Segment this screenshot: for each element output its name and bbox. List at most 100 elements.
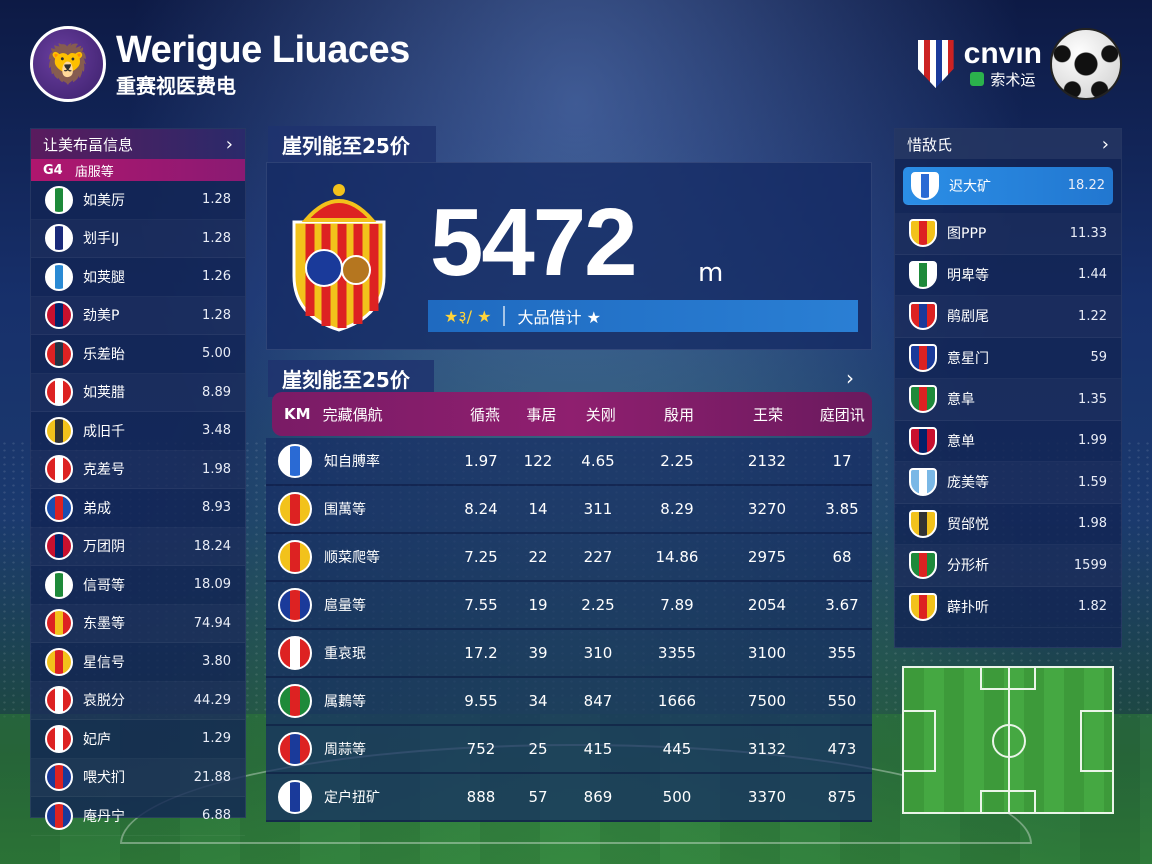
table-row[interactable]: 属鶈等 9.55 34 847 1666 7500 550: [266, 678, 872, 726]
mini-pitch-diagram[interactable]: [902, 666, 1114, 814]
table-row[interactable]: 顺菜爬等 7.25 22 227 14.86 2975 68: [266, 534, 872, 582]
french-flag-icon: [909, 343, 937, 372]
column-header-4[interactable]: 殷用: [663, 405, 694, 424]
chevron-right-icon[interactable]: ›: [846, 366, 854, 390]
team-value: 1.44: [1078, 267, 1107, 283]
table-cell: 888: [466, 788, 496, 806]
team-name: 信哥等: [83, 577, 125, 594]
table-row[interactable]: 知自膊率 1.97 122 4.65 2.25 2132 17: [266, 438, 872, 486]
team-row[interactable]: 如美厉 1.28: [31, 181, 245, 220]
table-cell: 14.86: [655, 548, 699, 566]
table-row[interactable]: 扈量等 7.55 19 2.25 7.89 2054 3.67: [266, 582, 872, 630]
club-crest-icon: [292, 184, 386, 332]
rank-bar[interactable]: ★३/ ★ 大品借计 ★: [428, 300, 858, 332]
team-name: 薜扑听: [947, 599, 989, 616]
red-star-icon: [45, 609, 73, 638]
green-shield-icon: [45, 185, 73, 214]
team-value: 1.99: [1078, 433, 1107, 449]
table-cell: 473: [827, 740, 857, 758]
team-value: 1.29: [202, 731, 231, 747]
blue-red-shield-icon: [45, 493, 73, 522]
team-row[interactable]: 弟成 8.93: [31, 489, 245, 528]
team-row[interactable]: 贸邰悦 1.98: [895, 504, 1121, 545]
team-row[interactable]: 星信号 3.80: [31, 643, 245, 682]
team-row[interactable]: 如荚腊 8.89: [31, 374, 245, 412]
team-value: 1.82: [1078, 599, 1107, 615]
team-row[interactable]: 乐差眙 5.00: [31, 335, 245, 374]
team-name: 如荚腊: [83, 385, 125, 402]
yellow-crest-icon: [278, 492, 312, 526]
team-row[interactable]: 如荚腿 1.26: [31, 258, 245, 297]
team-row[interactable]: 妃庐 1.29: [31, 720, 245, 759]
column-header-2[interactable]: 事居: [526, 405, 557, 424]
team-name: 成旧千: [83, 423, 125, 440]
table-row[interactable]: 重哀珉 17.2 39 310 3355 3100 355: [266, 630, 872, 678]
table-row[interactable]: 周蒜等 752 25 415 445 3132 473: [266, 726, 872, 774]
team-row[interactable]: 意单 1.99: [895, 421, 1121, 462]
team-row[interactable]: 明卑等 1.44: [895, 255, 1121, 296]
stats-table: KM 完藏偶航 循燕 事居 关刚 殷用 王荣 庭团讯 知自膊率 1.97 122 4.…: [266, 392, 872, 822]
team-value: 18.09: [193, 577, 231, 593]
team-row[interactable]: 万团阴 18.24: [31, 528, 245, 566]
team-row[interactable]: 信哥等 18.09: [31, 566, 245, 605]
app-title: Werigue Liuaces: [116, 29, 410, 71]
table-cell: 7.25: [464, 548, 498, 566]
team-name: 鹃剧尾: [947, 309, 989, 326]
team-row[interactable]: 迟大矿 18.22: [903, 167, 1113, 205]
table-cell: 8.29: [660, 500, 694, 518]
team-name: 定户扭矿: [324, 790, 380, 806]
team-row[interactable]: 成旧千 3.48: [31, 412, 245, 451]
team-row[interactable]: 图PPP 11.33: [895, 213, 1121, 255]
column-header-3[interactable]: 关刚: [585, 405, 616, 424]
column-header-1[interactable]: 循燕: [469, 405, 500, 424]
table-cell: 752: [466, 740, 496, 758]
penalty-box-left: [904, 710, 936, 772]
chevron-right-icon[interactable]: ›: [225, 133, 233, 155]
column-header-team[interactable]: 完藏偶航: [322, 405, 383, 424]
stats-table-header: KM 完藏偶航 循燕 事居 关刚 殷用 王荣 庭团讯: [272, 392, 872, 436]
team-row[interactable]: 庵丹宁 6.88: [31, 797, 245, 836]
team-row[interactable]: 庞美等 1.59: [895, 462, 1121, 504]
team-row[interactable]: 东墨等 74.94: [31, 605, 245, 643]
team-name: 意单: [947, 433, 975, 450]
team-row[interactable]: 克差号 1.98: [31, 451, 245, 489]
red-white-round-icon: [45, 724, 73, 753]
chevron-right-icon[interactable]: ›: [1101, 133, 1109, 155]
table-row[interactable]: 定户扭矿 888 57 869 500 3370 875: [266, 774, 872, 822]
team-row[interactable]: 分形析 1599: [895, 545, 1121, 587]
soccer-ball-icon[interactable]: [1050, 28, 1122, 100]
red-blue-stripes-icon: [909, 302, 937, 331]
left-panel-header[interactable]: 让美布畐信息 ›: [31, 129, 245, 159]
team-value: 18.22: [1067, 178, 1105, 193]
red-white-round-icon: [45, 455, 73, 484]
table-cell: 14: [528, 500, 548, 518]
french-flag-icon: [278, 588, 312, 622]
team-row[interactable]: 鹃剧尾 1.22: [895, 296, 1121, 338]
partner-badge-icon: [970, 72, 985, 86]
team-row[interactable]: 意星门 59: [895, 338, 1121, 379]
table-row[interactable]: 围萬等 8.24 14 311 8.29 3270 3.85: [266, 486, 872, 534]
team-name: 属鶈等: [324, 694, 366, 710]
team-row[interactable]: 哀脱分 44.29: [31, 682, 245, 720]
team-name: 图PPP: [947, 226, 987, 243]
team-row[interactable]: 薜扑听 1.82: [895, 587, 1121, 628]
team-value: 1.28: [202, 230, 231, 246]
column-header-5[interactable]: 王荣: [753, 405, 784, 424]
table-cell: 39: [528, 644, 548, 662]
team-name: 如荚腿: [83, 269, 125, 286]
goal-box-top: [980, 668, 1036, 690]
team-name: 乐差眙: [83, 346, 125, 363]
partner-name: cnvın: [963, 36, 1042, 70]
right-panel-header[interactable]: 惜敌氏 ›: [895, 129, 1121, 159]
team-row[interactable]: 意阜 1.35: [895, 379, 1121, 421]
league-lion-logo-icon[interactable]: 🦁: [30, 26, 106, 102]
team-row[interactable]: 喂犬扪 21.88: [31, 759, 245, 797]
team-row[interactable]: 劲美P 1.28: [31, 297, 245, 335]
red-white-round-icon: [278, 636, 312, 670]
app-subtitle: 重赛视医费电: [116, 74, 236, 98]
catalan-stripes-icon: [909, 219, 937, 248]
team-name: 顺菜爬等: [324, 550, 380, 566]
table-cell: 415: [583, 740, 613, 758]
column-header-6[interactable]: 庭团讯: [819, 405, 865, 424]
team-row[interactable]: 划手IJ 1.28: [31, 220, 245, 258]
